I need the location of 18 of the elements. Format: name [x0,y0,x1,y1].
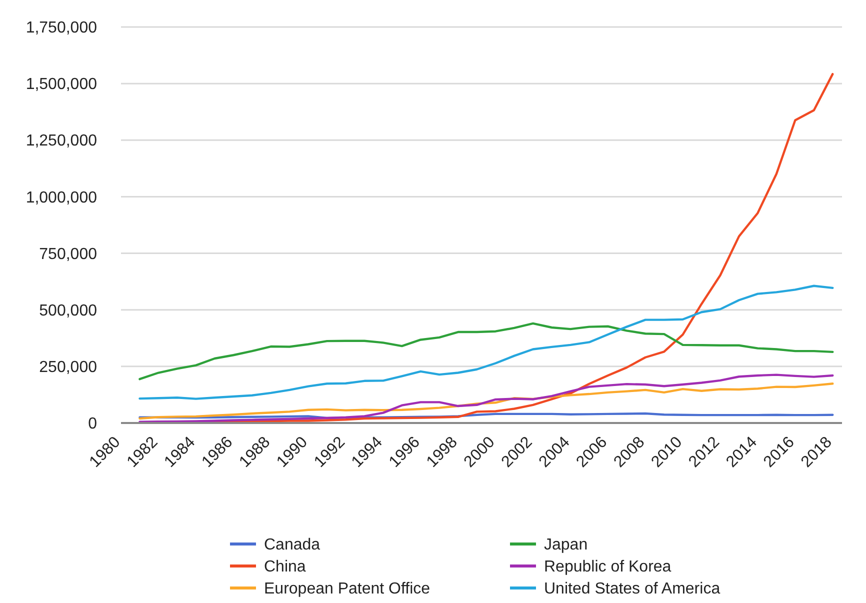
y-tick-label: 250,000 [39,359,98,376]
legend-label: Japan [544,536,588,554]
line-series [138,284,834,400]
legend-label: European Patent Office [264,580,430,598]
y-tick-label: 750,000 [39,246,98,263]
legend-label: Republic of Korea [544,558,672,576]
line-series [138,374,834,423]
legend-label: United States of America [544,580,720,598]
y-tick-label: 1,500,000 [26,76,98,94]
line-series [138,382,834,420]
y-tick-label: 0 [88,416,98,433]
line-series [138,322,834,380]
y-tick-label: 1,000,000 [26,189,98,206]
legend-label: Canada [264,536,320,554]
y-tick-label: 1,750,000 [26,20,98,37]
legend-label: China [264,558,306,576]
y-tick-label: 500,000 [39,302,98,320]
y-tick-label: 1,250,000 [26,132,98,150]
